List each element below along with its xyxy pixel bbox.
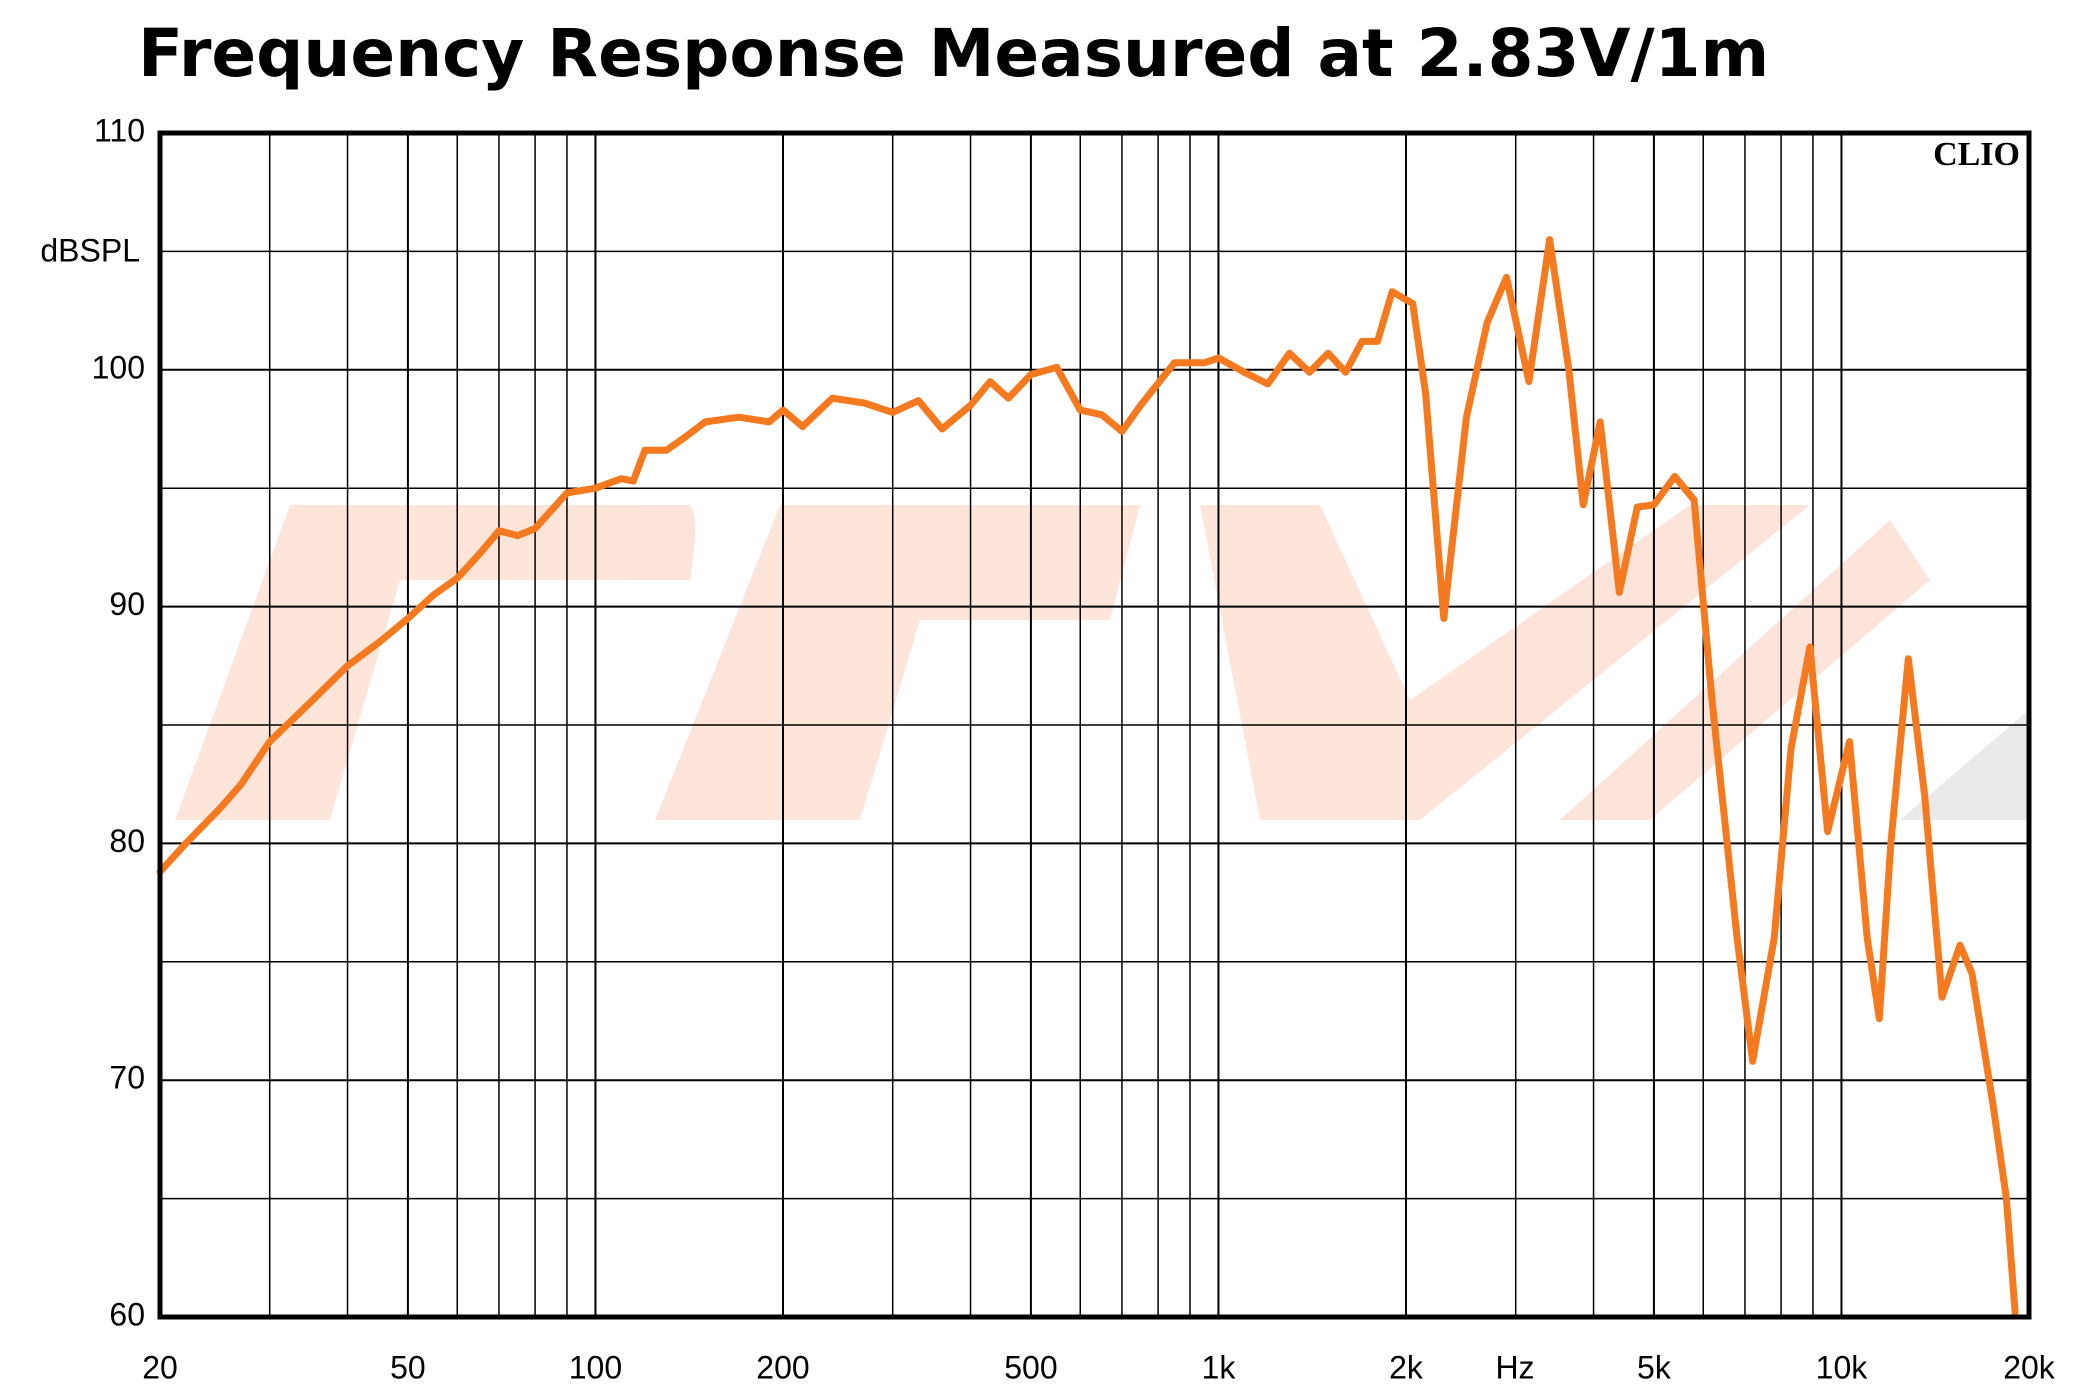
x-tick-label: 20k: [2003, 1349, 2056, 1385]
x-tick-label: 100: [569, 1349, 622, 1385]
x-tick-label: 20: [142, 1349, 178, 1385]
x-tick-label: 10k: [1816, 1349, 1869, 1385]
brand-label: CLIO: [1933, 136, 2020, 173]
x-tick-label: 2k: [1389, 1349, 1424, 1385]
x-axis-label: Hz: [1495, 1349, 1534, 1385]
response-line: [156, 236, 2019, 1316]
x-tick-label: 500: [1004, 1349, 1057, 1385]
chart-title: Frequency Response Measured at 2.83V/1m: [138, 15, 1769, 92]
watermark-shape: [1200, 505, 1810, 820]
x-tick-label: 5k: [1637, 1349, 1672, 1385]
y-tick-label: 80: [109, 823, 145, 859]
plot: [156, 236, 2019, 1316]
plot-frame: [157, 130, 2032, 1320]
y-axis-label: dBSPL: [40, 232, 140, 268]
y-tick-label: 90: [109, 586, 145, 622]
watermark-shape: [175, 505, 695, 820]
grid: [159, 132, 2030, 1318]
y-tick-label: 110: [94, 112, 145, 148]
y-tick-label: 100: [92, 349, 145, 385]
x-tick-label: 50: [390, 1349, 426, 1385]
x-tick-label: 1k: [1202, 1349, 1237, 1385]
y-tick-label: 60: [109, 1296, 145, 1332]
x-tick-label: 200: [756, 1349, 809, 1385]
watermark-shape: [1900, 710, 2029, 820]
y-tick-label: 70: [109, 1060, 145, 1096]
watermark-shape: [655, 505, 1140, 820]
watermark: [175, 505, 2029, 820]
